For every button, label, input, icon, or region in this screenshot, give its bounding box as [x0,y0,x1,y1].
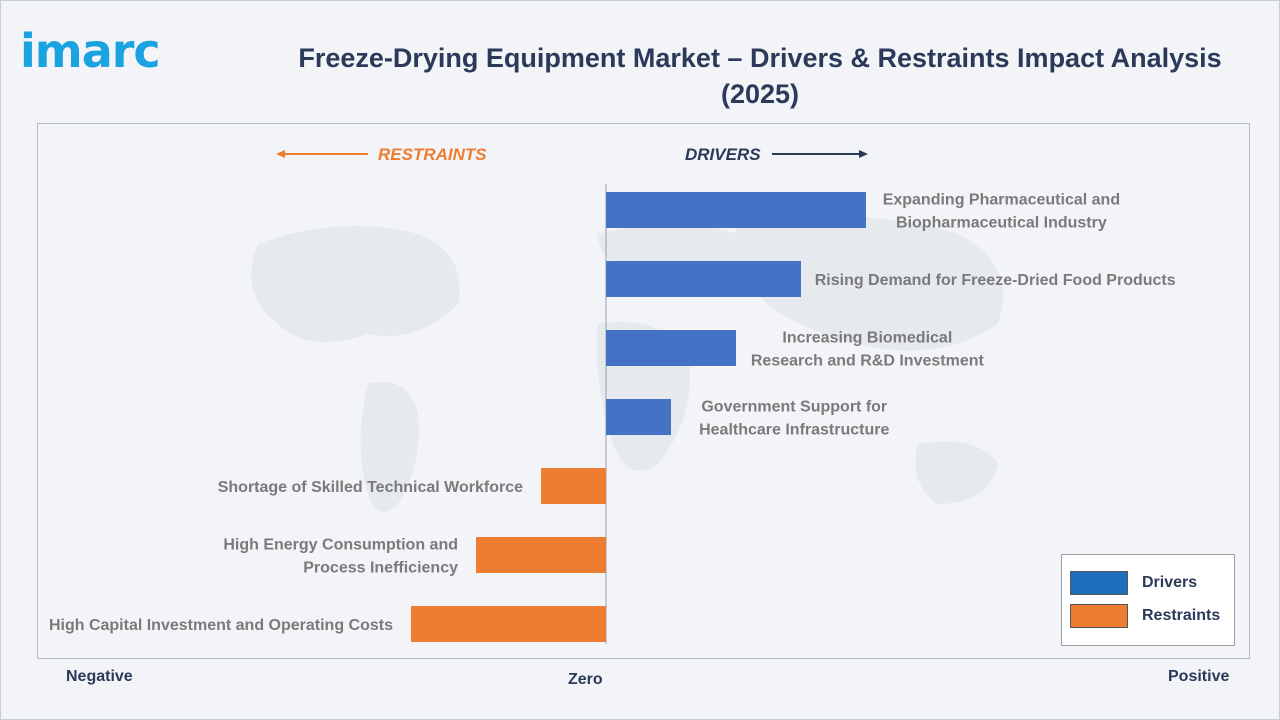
axis-zero-label: Zero [568,671,603,688]
driver-bar [606,192,866,228]
legend-swatch-drivers [1070,571,1128,595]
imarc-logo: imarc [20,24,161,78]
legend-item-drivers: Drivers [1070,571,1197,595]
axis-negative-label: Negative [66,668,133,685]
drivers-arrow-head [859,150,868,158]
category-label-line: Expanding Pharmaceutical and [883,192,1120,209]
map-shape [915,441,998,504]
driver-bar [606,261,801,297]
restraint-bar [541,468,606,504]
category-label: High Energy Consumption and Process Ineff… [223,537,458,577]
legend-label-drivers: Drivers [1142,574,1198,591]
category-label-line: Healthcare Infrastructure [699,422,889,439]
restraints-arrow-head [276,150,285,158]
restraint-bar [476,537,606,573]
category-label: Expanding Pharmaceutical and Biopharmaceu… [883,192,1120,232]
category-label-line: Increasing Biomedical [782,330,952,347]
map-shape [360,382,419,512]
legend: Drivers Restraints [1061,554,1235,646]
map-shape [734,216,1003,351]
chart-title: Freeze-Drying Equipment Market – Drivers… [298,43,1222,109]
driver-bar [606,399,671,435]
drivers-direction-label: DRIVERS [685,145,761,164]
category-label: Rising Demand for Freeze-Dried Food Prod… [815,272,1176,289]
category-label-line: Biopharmaceutical Industry [896,215,1107,232]
impact-chart: RESTRAINTS DRIVERS Expanding Pharmaceutica… [49,145,1176,644]
driver-bar [606,330,736,366]
plot-area: RESTRAINTS DRIVERS Expanding Pharmaceutica… [37,123,1250,659]
map-shape [251,226,460,342]
legend-label-restraints: Restraints [1142,607,1221,624]
category-label-line: Process Inefficiency [303,560,458,577]
restraints-direction-label: RESTRAINTS [378,145,487,164]
category-label: High Capital Investment and Operating Co… [49,617,393,634]
category-label-line: Rising Demand for Freeze-Dried Food Prod… [815,272,1176,289]
legend-swatch-restraints [1070,604,1128,628]
category-label-line: Shortage of Skilled Technical Workforce [218,479,523,496]
category-label: Government Support for Healthcare Infrast… [699,399,889,439]
legend-item-restraints: Restraints [1070,604,1220,628]
category-label-line: High Energy Consumption and [223,537,458,554]
category-label: Increasing Biomedical Research and R&D In… [751,330,985,370]
category-label-line: Research and R&D Investment [751,353,985,370]
restraint-bar [411,606,606,642]
axis-positive-label: Positive [1168,668,1230,685]
category-label: Shortage of Skilled Technical Workforce [218,479,523,496]
category-label-line: High Capital Investment and Operating Co… [49,617,393,634]
category-label-line: Government Support for [701,399,887,416]
